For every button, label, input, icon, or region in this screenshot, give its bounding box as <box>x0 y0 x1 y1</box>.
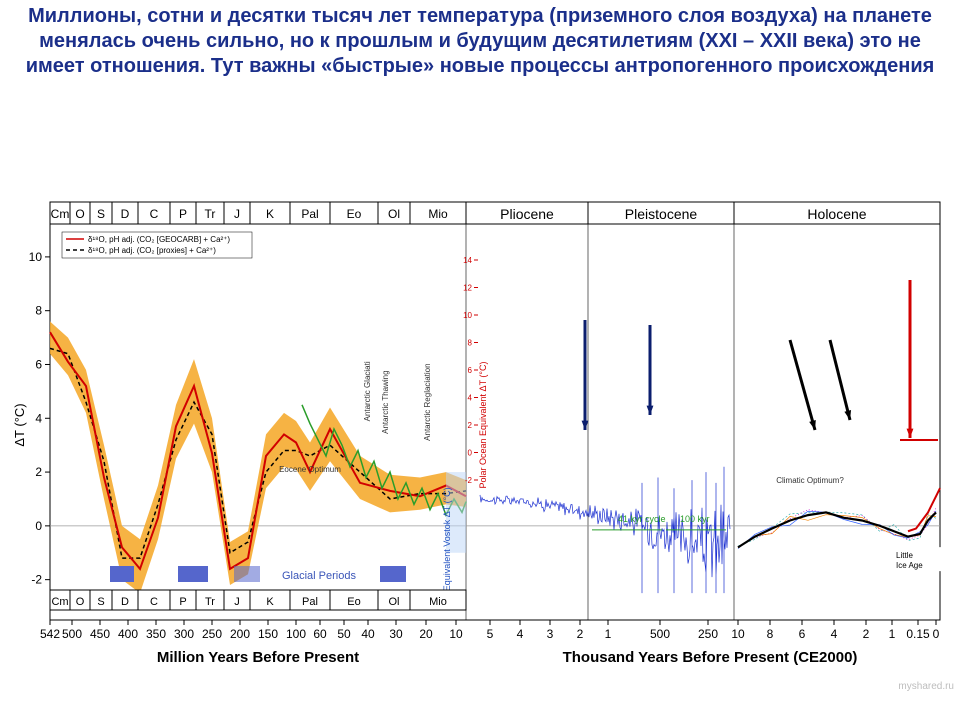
svg-text:δ¹⁸O, pH adj. (CO₂ [proxies] +: δ¹⁸O, pH adj. (CO₂ [proxies] + Ca²⁺) <box>88 246 216 255</box>
svg-text:Little: Little <box>896 551 913 560</box>
svg-text:500: 500 <box>62 627 82 641</box>
svg-text:ΔT (°C): ΔT (°C) <box>12 403 27 446</box>
svg-text:P: P <box>179 207 187 221</box>
slide-title: Миллионы, сотни и десятки тысяч лет темп… <box>20 4 940 79</box>
svg-text:Eo: Eo <box>347 207 362 221</box>
svg-text:Eo: Eo <box>347 596 360 608</box>
svg-text:Million Years Before Present: Million Years Before Present <box>157 649 359 666</box>
svg-text:Eocene Optimum: Eocene Optimum <box>279 465 341 474</box>
svg-text:Pal: Pal <box>301 207 318 221</box>
svg-text:2: 2 <box>468 421 473 430</box>
svg-text:Cm: Cm <box>51 207 70 221</box>
svg-text:41 kyr cycle: 41 kyr cycle <box>618 514 666 524</box>
svg-text:Glacial Periods: Glacial Periods <box>282 570 356 582</box>
svg-text:5: 5 <box>487 627 494 641</box>
svg-text:6: 6 <box>468 366 473 375</box>
svg-text:Mio: Mio <box>429 596 447 608</box>
svg-text:Cm: Cm <box>51 596 68 608</box>
svg-text:6: 6 <box>35 357 42 371</box>
svg-text:10: 10 <box>449 627 463 641</box>
svg-text:350: 350 <box>146 627 166 641</box>
svg-text:K: K <box>266 207 274 221</box>
svg-text:Thousand Years Before Present: Thousand Years Before Present (CE2000) <box>563 649 858 666</box>
svg-text:J: J <box>234 596 240 608</box>
svg-text:4: 4 <box>831 627 838 641</box>
chart-container: CmOSDCPTrJKPalEoOlMioPliocenePleistocene… <box>10 190 950 680</box>
svg-text:14: 14 <box>463 256 472 265</box>
svg-text:50: 50 <box>337 627 351 641</box>
svg-text:400: 400 <box>118 627 138 641</box>
svg-text:Ol: Ol <box>388 207 400 221</box>
paleo-temperature-chart: CmOSDCPTrJKPalEoOlMioPliocenePleistocene… <box>10 190 950 680</box>
svg-text:C: C <box>150 596 158 608</box>
svg-text:10: 10 <box>29 250 43 264</box>
svg-text:300: 300 <box>174 627 194 641</box>
svg-text:6: 6 <box>799 627 806 641</box>
svg-text:20: 20 <box>419 627 433 641</box>
svg-text:0.15: 0.15 <box>906 627 930 641</box>
svg-text:8: 8 <box>468 339 473 348</box>
svg-text:4: 4 <box>517 627 524 641</box>
svg-text:0: 0 <box>35 519 42 533</box>
svg-text:C: C <box>150 207 159 221</box>
svg-text:D: D <box>121 596 129 608</box>
svg-text:10: 10 <box>463 311 472 320</box>
svg-text:Antarctic Thawing: Antarctic Thawing <box>381 370 390 433</box>
svg-text:Polar Ocean Equivalent ΔT (°C): Polar Ocean Equivalent ΔT (°C) <box>478 361 488 488</box>
svg-text:P: P <box>179 596 186 608</box>
svg-text:Antarctic Reglaciation: Antarctic Reglaciation <box>423 363 432 440</box>
svg-text:8: 8 <box>35 304 42 318</box>
svg-text:K: K <box>266 596 274 608</box>
svg-text:Tr: Tr <box>205 596 215 608</box>
svg-text:10: 10 <box>731 627 745 641</box>
svg-text:Holocene: Holocene <box>807 206 866 222</box>
svg-text:Antarctic Glaciati: Antarctic Glaciati <box>363 361 372 421</box>
svg-text:2: 2 <box>863 627 870 641</box>
svg-text:Climatic Optimum?: Climatic Optimum? <box>776 476 844 485</box>
svg-text:D: D <box>121 207 130 221</box>
svg-text:Pal: Pal <box>302 596 318 608</box>
svg-text:150: 150 <box>258 627 278 641</box>
svg-text:4: 4 <box>468 394 473 403</box>
svg-text:J: J <box>234 207 240 221</box>
svg-text:-2: -2 <box>465 476 473 485</box>
svg-text:2: 2 <box>35 465 42 479</box>
svg-text:1: 1 <box>605 627 612 641</box>
svg-text:30: 30 <box>389 627 403 641</box>
svg-text:2: 2 <box>577 627 584 641</box>
svg-text:100 kyr: 100 kyr <box>680 514 710 524</box>
svg-text:Pliocene: Pliocene <box>500 206 554 222</box>
svg-text:Ol: Ol <box>389 596 400 608</box>
svg-text:40: 40 <box>361 627 375 641</box>
svg-text:O: O <box>76 596 85 608</box>
svg-text:Tr: Tr <box>205 207 216 221</box>
svg-text:8: 8 <box>767 627 774 641</box>
svg-text:Equivalent Vostok ΔT (°C): Equivalent Vostok ΔT (°C) <box>442 487 452 591</box>
svg-text:Mio: Mio <box>428 207 448 221</box>
watermark: myshared.ru <box>898 681 954 692</box>
svg-text:500: 500 <box>650 627 670 641</box>
svg-text:S: S <box>97 207 105 221</box>
svg-text:O: O <box>75 207 84 221</box>
svg-text:0: 0 <box>933 627 940 641</box>
svg-text:Pleistocene: Pleistocene <box>625 206 698 222</box>
svg-text:100: 100 <box>286 627 306 641</box>
svg-text:60: 60 <box>313 627 327 641</box>
svg-text:-2: -2 <box>31 573 42 587</box>
svg-text:542: 542 <box>40 627 60 641</box>
svg-text:4: 4 <box>35 411 42 425</box>
svg-text:450: 450 <box>90 627 110 641</box>
svg-text:250: 250 <box>698 627 718 641</box>
svg-text:3: 3 <box>547 627 554 641</box>
svg-text:200: 200 <box>230 627 250 641</box>
svg-text:0: 0 <box>468 449 473 458</box>
svg-text:12: 12 <box>463 284 472 293</box>
svg-text:250: 250 <box>202 627 222 641</box>
svg-text:1: 1 <box>889 627 896 641</box>
svg-text:S: S <box>97 596 104 608</box>
svg-text:δ¹⁸O, pH adj. (CO₂ [GEOCARB] +: δ¹⁸O, pH adj. (CO₂ [GEOCARB] + Ca²⁺) <box>88 235 230 244</box>
svg-text:Ice Age: Ice Age <box>896 561 923 570</box>
